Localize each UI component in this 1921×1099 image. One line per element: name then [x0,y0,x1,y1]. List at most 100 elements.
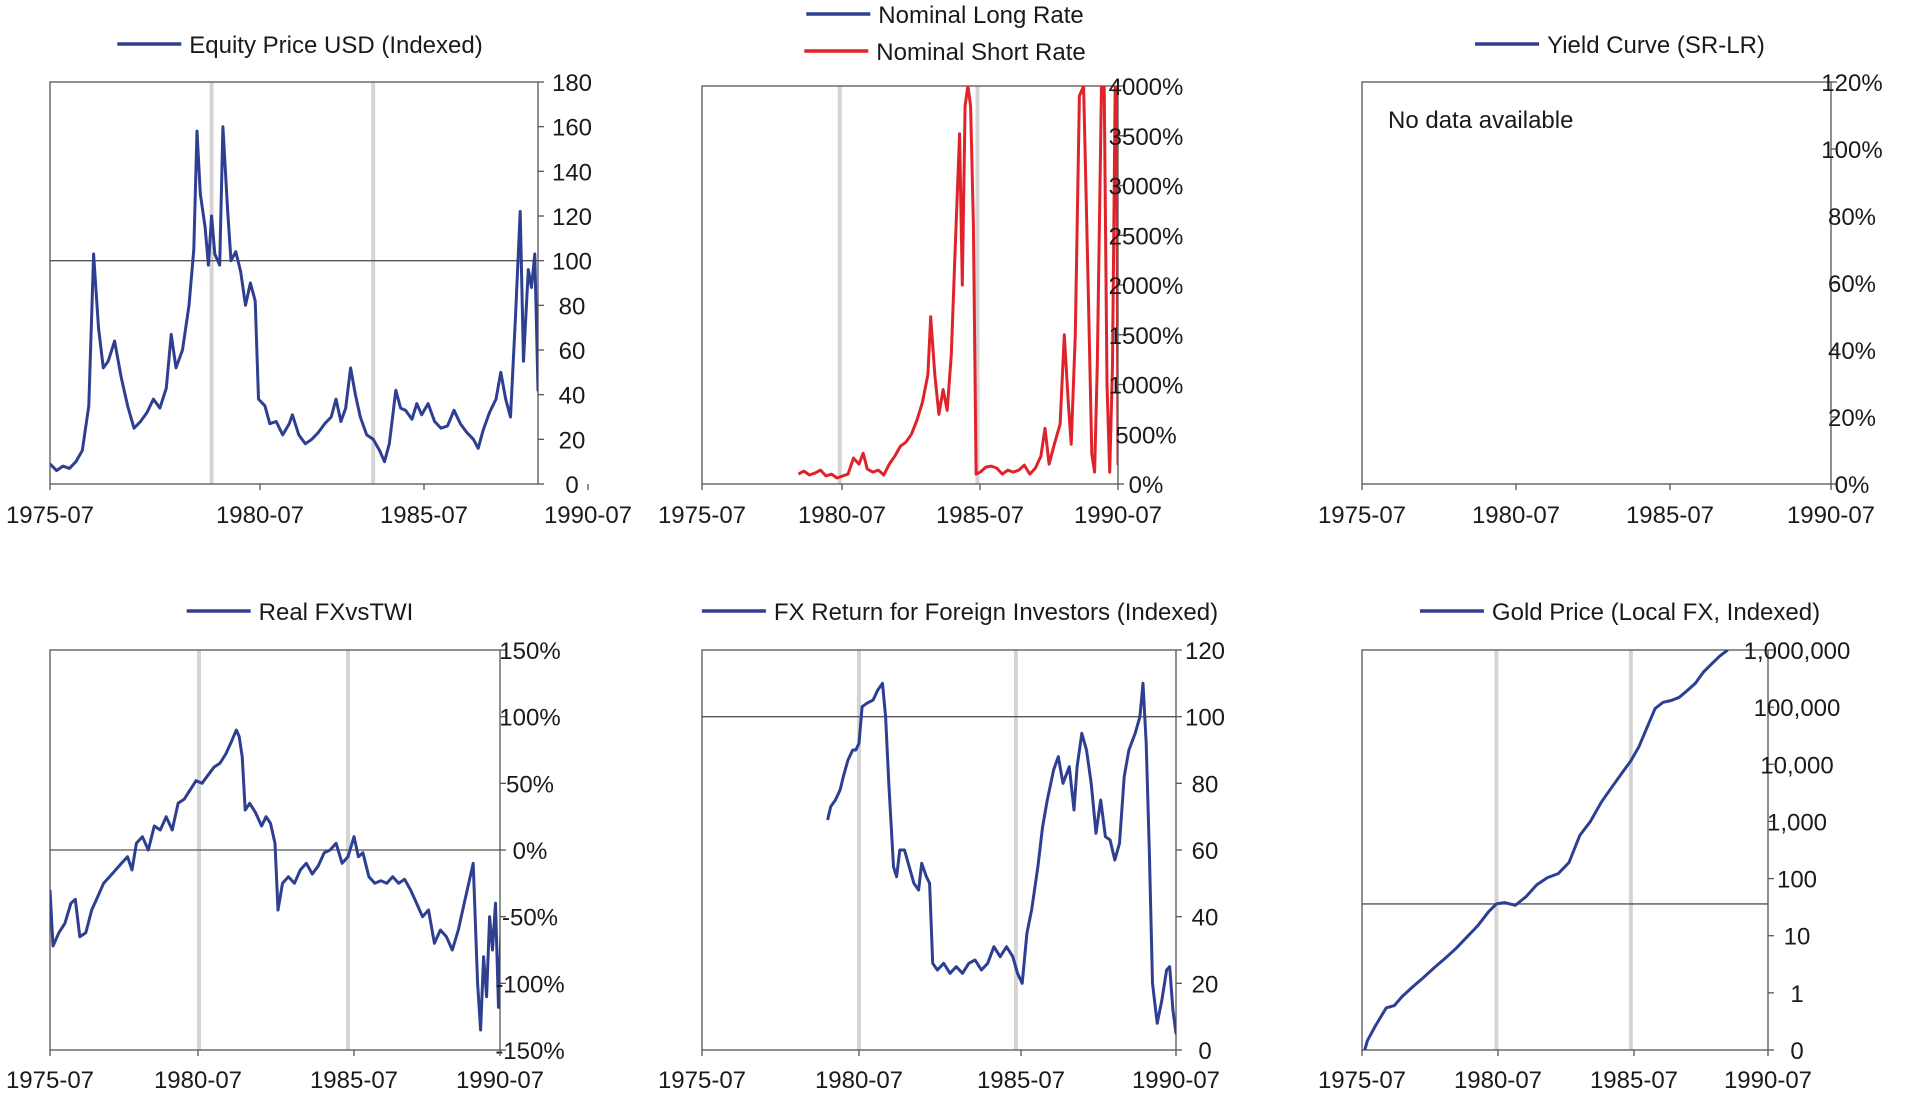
y-tick-label: 2000% [1109,273,1184,300]
plot-frame [701,85,1119,485]
x-tick-label: 1985-07 [936,502,1024,529]
series-line-blue [50,125,538,473]
y-tick-label: 100 [1185,705,1225,732]
y-tick-label: 60% [1828,271,1876,298]
y-tick-label: 180 [552,70,592,97]
series-line-red [797,86,1118,480]
y-tick-label: 140 [552,159,592,186]
legend-label: Gold Price (Local FX, Indexed) [1492,599,1820,626]
y-tick-label: 120% [1821,70,1882,97]
legend-label: FX Return for Foreign Investors (Indexed… [774,599,1218,626]
plot-frame [1361,649,1769,1051]
y-tick-label: 120 [552,204,592,231]
x-tick-label: 1975-07 [6,1067,94,1094]
y-tick-label: 60 [1192,838,1219,865]
x-tick-label: 1990-07 [544,502,632,529]
y-tick-label: 150% [499,638,560,665]
y-tick-label: 0 [1198,1038,1211,1065]
x-tick-label: 1985-07 [310,1067,398,1094]
x-tick-label: 1980-07 [154,1067,242,1094]
y-tick-label: 100,000 [1754,695,1841,722]
x-tick-label: 1985-07 [1590,1067,1678,1094]
y-tick-label: 40 [559,383,586,410]
x-tick-label: 1990-07 [1074,502,1162,529]
y-tick-label: 20 [1192,971,1219,998]
x-tick-label: 1975-07 [6,502,94,529]
legend-entry: Gold Price (Local FX, Indexed) [1419,599,1820,626]
x-tick-label: 1975-07 [1318,1067,1406,1094]
y-tick-label: 500% [1115,422,1176,449]
plot-frame [701,649,1177,1051]
y-tick-label: -100% [495,971,564,998]
legend-entry: Yield Curve (SR-LR) [1475,32,1765,59]
y-tick-label: 0% [1835,472,1870,499]
y-tick-label: 3500% [1109,124,1184,151]
y-tick-label: 80 [1192,771,1219,798]
chart-panel-realfx: 150% 100% 50% 0% -50% -100% -150% 1975-07 1980-0… [6,599,565,1094]
y-tick-label: 1000% [1109,373,1184,400]
y-tick-label: 1 [1790,981,1803,1008]
legend-label: Yield Curve (SR-LR) [1547,32,1765,59]
y-tick-label: 10,000 [1760,752,1833,779]
y-tick-label: 0 [1790,1038,1803,1065]
y-tick-label: 100% [499,705,560,732]
y-tick-label: -50% [502,905,558,932]
chart-panel-fxret: 120 100 80 60 40 20 0 1975-07 1980-07 1985-07 1990… [658,599,1225,1094]
plot-frame [1361,81,1832,485]
legend-label: Equity Price USD (Indexed) [189,32,482,59]
y-tick-label: 40% [1828,338,1876,365]
y-tick-label: 10 [1784,924,1811,951]
x-tick-label: 1980-07 [216,502,304,529]
series-line-blue [50,728,500,1032]
y-tick-label: -150% [495,1038,564,1065]
chart-panel-equity: 180 160 140 120 100 80 60 40 20 0 1975-07 1980-07 19… [6,32,632,529]
x-tick-label: 1975-07 [1318,502,1406,529]
x-tick-label: 1980-07 [1454,1067,1542,1094]
legend-entry: Nominal Long Rate [806,2,1084,29]
legend-entry: Nominal Short Rate [804,39,1086,66]
x-tick-label: 1975-07 [658,1067,746,1094]
legend-entry: FX Return for Foreign Investors (Indexed… [701,599,1218,626]
y-tick-label: 60 [559,338,586,365]
y-tick-label: 20% [1828,405,1876,432]
x-tick-label: 1990-07 [1132,1067,1220,1094]
x-tick-label: 1985-07 [380,502,468,529]
y-tick-label: 100% [1821,137,1882,164]
x-tick-label: 1990-07 [1724,1067,1812,1094]
y-tick-label: 20 [559,427,586,454]
no-data-note: No data available [1388,107,1573,134]
y-tick-label: 1,000 [1767,809,1827,836]
y-tick-label: 1500% [1109,323,1184,350]
legend-label: Nominal Short Rate [876,39,1085,66]
y-tick-label: 40 [1192,905,1219,932]
y-tick-label: 120 [1185,638,1225,665]
x-tick-label: 1980-07 [1472,502,1560,529]
x-tick-label: 1985-07 [1626,502,1714,529]
y-tick-label: 0 [565,472,578,499]
series-line-blue [1363,650,1729,1050]
y-tick-label: 1,000,000 [1744,638,1851,665]
y-tick-label: 160 [552,115,592,142]
legend-label: Nominal Long Rate [878,2,1083,29]
y-tick-label: 80 [559,293,586,320]
x-tick-label: 1990-07 [456,1067,544,1094]
y-tick-label: 2500% [1109,223,1184,250]
x-tick-label: 1990-07 [1787,502,1875,529]
legend-entry: Real FXvsTWI [186,599,413,626]
y-tick-label: 50% [506,771,554,798]
y-tick-label: 80% [1828,204,1876,231]
x-tick-label: 1985-07 [977,1067,1065,1094]
legend-entry: Equity Price USD (Indexed) [117,32,483,59]
chart-panel-yield: 120% 100% 80% 60% 40% 20% 0% 1975-07 1980-07 1985… [1318,32,1883,529]
y-tick-label: 0% [1129,472,1164,499]
series-line-blue [826,681,1176,1035]
y-tick-label: 100 [1777,867,1817,894]
plot-frame [49,81,539,485]
y-tick-label: 4000% [1109,74,1184,101]
y-tick-label: 3000% [1109,174,1184,201]
y-tick-label: 0% [513,838,548,865]
x-tick-label: 1980-07 [815,1067,903,1094]
x-tick-label: 1975-07 [658,502,746,529]
y-tick-label: 100 [552,249,592,276]
